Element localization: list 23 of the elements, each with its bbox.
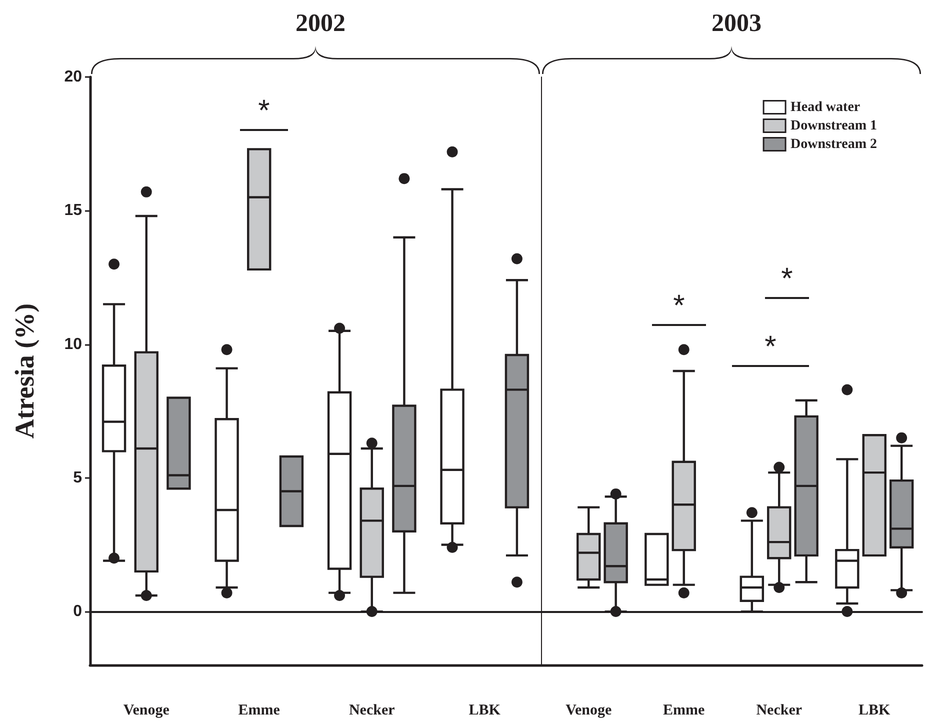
x-tick-label: Necker [756, 702, 802, 718]
legend-label: Downstream 2 [790, 136, 878, 152]
annotation: * [673, 290, 686, 322]
y-axis-title: Atresia (%) [10, 303, 40, 439]
legend-label: Downstream 1 [790, 118, 878, 134]
chart-title: 2002 [296, 10, 346, 37]
y-tick-label: 15 [64, 202, 82, 220]
y-tick-label: 10 [64, 336, 82, 353]
annotation: * [781, 262, 794, 296]
x-tick-label: Emme [238, 702, 280, 718]
y-tick-label: 0 [73, 603, 82, 620]
x-tick-label: Venoge [566, 702, 612, 718]
x-tick-label: Venoge [123, 702, 170, 718]
legend-label: Head water [790, 100, 860, 115]
y-tick-label: 5 [73, 469, 82, 486]
x-tick-label: Emme [663, 702, 706, 718]
x-tick-label: LBK [858, 702, 891, 718]
y-tick-label: 20 [64, 68, 82, 86]
annotation: * [764, 330, 777, 364]
x-tick-label: LBK [468, 702, 501, 718]
x-tick-label: Necker [348, 702, 396, 718]
annotation: * [258, 94, 270, 128]
chart-title: 2003 [712, 10, 762, 37]
